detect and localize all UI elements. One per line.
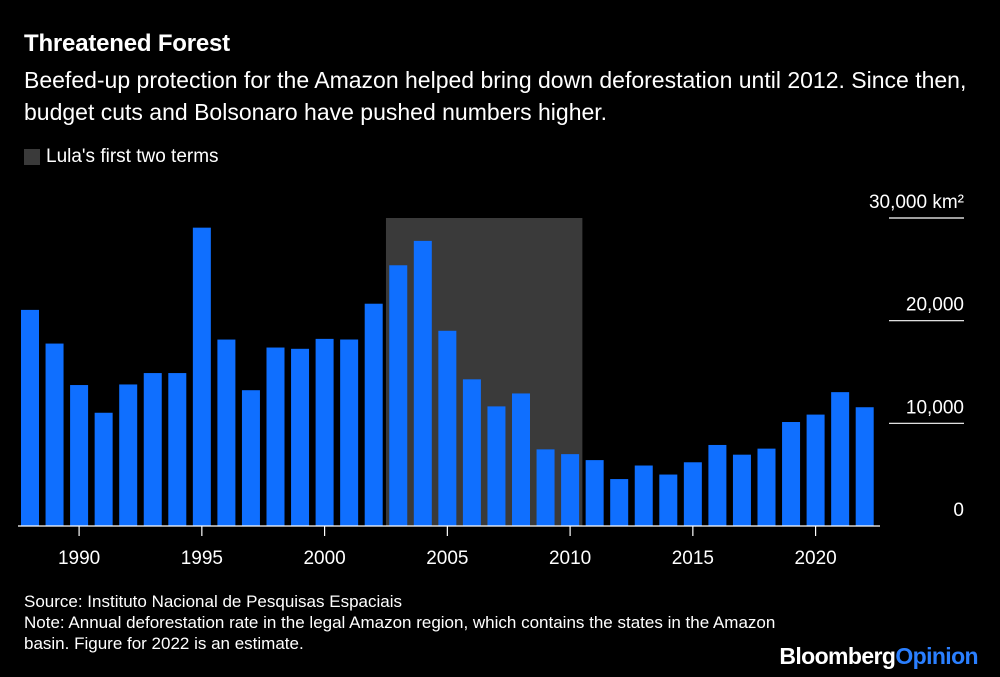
bar-2001 [340,339,359,526]
bar-2019 [782,422,801,526]
bloomberg-opinion-logo: BloombergOpinion [779,643,978,670]
bar-2000 [315,338,334,526]
bar-2009 [536,449,555,526]
bar-2013 [634,465,653,526]
bar-2011 [585,460,604,526]
bar-1992 [119,384,138,526]
x-tick-label-2015: 2015 [672,548,714,569]
bar-2003 [389,265,408,526]
bar-2006 [462,379,481,526]
legend-swatch [24,149,40,165]
bar-2008 [512,393,530,526]
x-axis: 1990 1995 2000 2005 2010 2015 2020 [18,525,880,569]
legend-label: Lula's first two terms [46,146,219,167]
bar-1993 [143,373,162,526]
bar-2017 [732,454,751,526]
bar-2012 [610,479,629,526]
bar-2002 [364,303,383,526]
x-tick-label-1995: 1995 [181,548,223,569]
bar-2007 [487,406,506,526]
bar-2020 [806,414,825,526]
y-tick-label-30000: 30,000 km² [869,192,964,213]
bar-2004 [413,240,432,526]
bar-1999 [291,348,310,526]
x-tick-label-2005: 2005 [426,548,468,569]
y-tick-label-10000: 10,000 [906,397,964,418]
bar-2015 [683,462,702,526]
y-tick-label-20000: 20,000 [906,295,964,316]
bar-2010 [561,454,580,526]
note-text: Note: Annual deforestation rate in the l… [24,613,776,653]
y-tick-label-0: 0 [953,500,964,521]
chart-subtitle: Beefed-up protection for the Amazon help… [24,67,967,125]
bar-2014 [659,474,678,526]
x-tick-label-2010: 2010 [549,548,591,569]
legend: Lula's first two terms [24,146,219,168]
bar-1996 [217,339,236,526]
bar-1990 [70,385,89,526]
y-axis: 0 10,000 20,000 30,000 km² [869,192,964,521]
bar-1994 [168,373,187,526]
bar-2018 [757,448,776,526]
bar-layer [21,227,874,526]
bar-1991 [94,412,113,526]
bar-2005 [438,330,457,526]
logo-opinion: Opinion [895,643,978,669]
chart-title: Threatened Forest [24,30,230,57]
x-tick-label-2000: 2000 [303,548,345,569]
logo-bloomberg: Bloomberg [779,643,896,669]
bar-2022 [855,407,874,526]
bar-2016 [708,444,727,526]
bar-1998 [266,347,285,526]
bar-1989 [45,343,64,526]
bar-2021 [831,392,850,526]
bar-1988 [21,309,39,526]
x-tick-label-2020: 2020 [794,548,836,569]
source-text: Source: Instituto Nacional de Pesquisas … [24,592,402,611]
x-tick-label-1990: 1990 [58,548,100,569]
source-note: Source: Instituto Nacional de Pesquisas … [24,591,784,654]
bar-1997 [241,390,260,526]
bar-1995 [192,227,211,526]
